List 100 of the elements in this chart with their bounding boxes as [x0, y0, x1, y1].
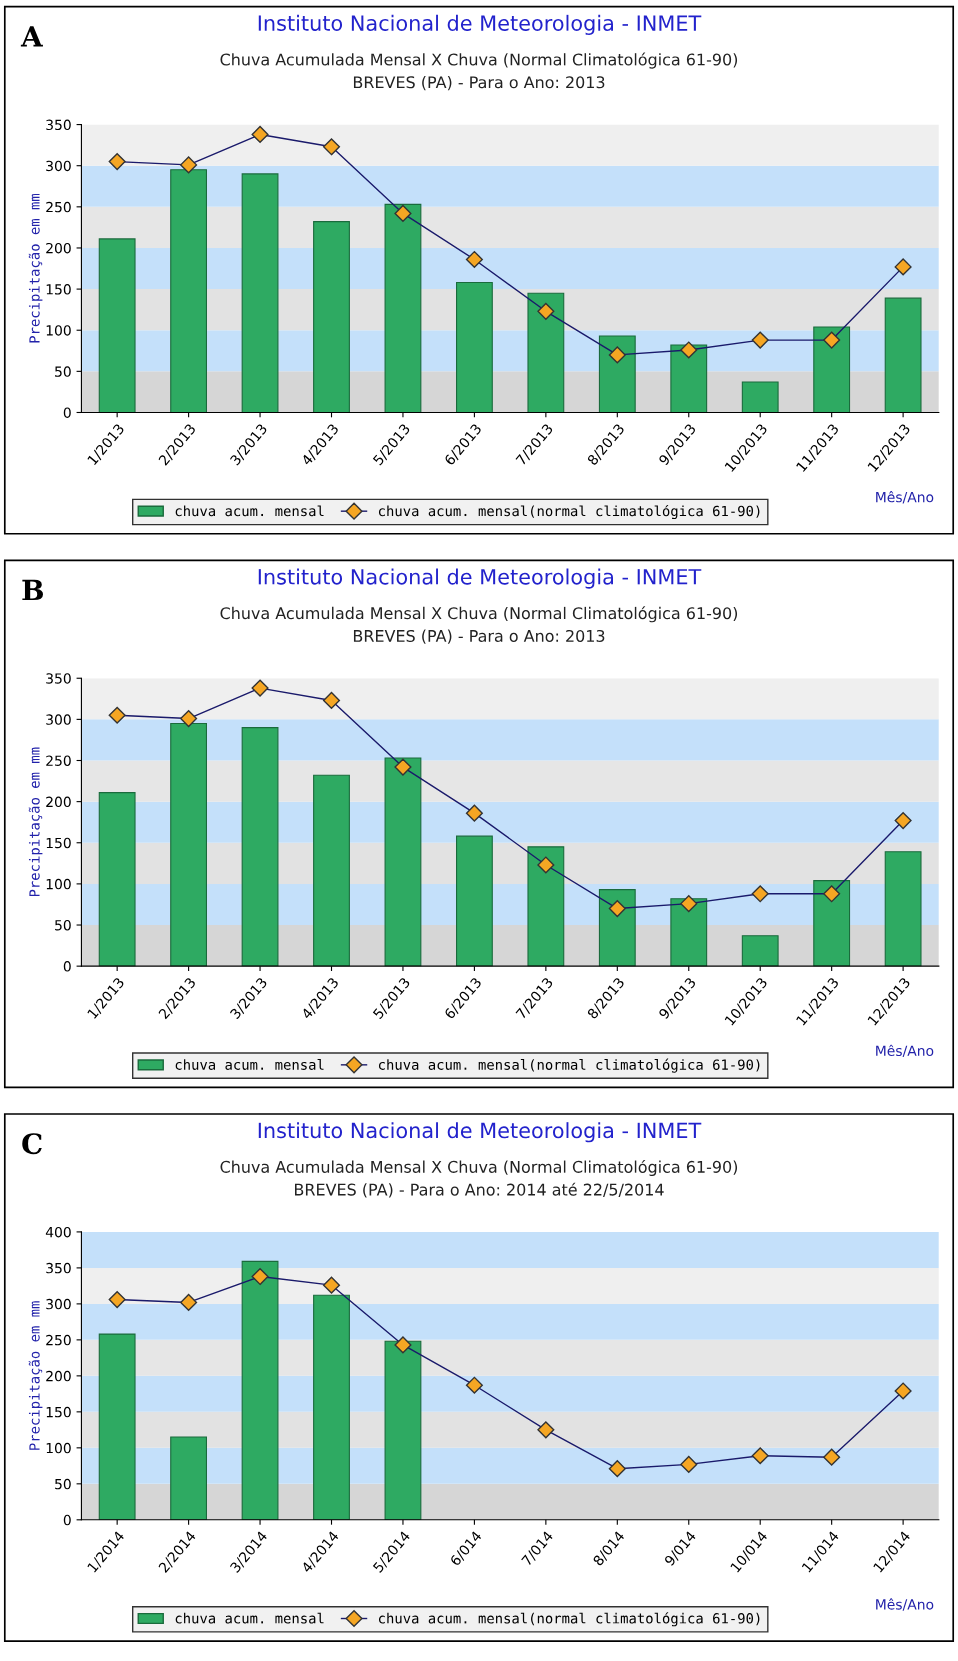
point [108, 153, 126, 171]
point [537, 302, 555, 320]
bar [170, 722, 208, 967]
point [608, 1460, 626, 1478]
point [751, 885, 769, 903]
y-axis-title: Precipitação em mm [28, 747, 43, 897]
bar [527, 846, 565, 967]
legend-label: chuva acum. mensal(normal climatológica 61-90) [378, 1612, 760, 1627]
chart-title: Instituto Nacional de Meteorologia - INMET [258, 568, 702, 589]
y-tick-label: 350 [46, 119, 71, 131]
legend-label: chuva acum. mensal [175, 1612, 324, 1624]
bar [455, 281, 493, 413]
point [465, 1376, 483, 1394]
legend-label: chuva acum. mensal(normal climatológica 61-90) [378, 504, 760, 520]
bar [98, 792, 136, 967]
point [680, 1455, 698, 1473]
point [180, 156, 198, 174]
bar [884, 851, 922, 967]
point [537, 1421, 555, 1439]
point [823, 1448, 841, 1466]
bar [884, 297, 922, 413]
bar [670, 898, 708, 967]
chart-subtitle: Chuva Acumulada Mensal X Chuva (Normal Climatológica 61-90) BREVES (PA) - Para o Ano: 2013 [220, 606, 738, 644]
chart-title: Instituto Nacional de Meteorologia - INMET [258, 1122, 702, 1143]
bar [98, 238, 136, 413]
point [751, 331, 769, 349]
point [180, 1293, 198, 1311]
point [394, 1336, 412, 1354]
bar [741, 935, 779, 967]
y-tick-label: 200 [46, 796, 71, 808]
text: C [22, 1133, 42, 1155]
y-tick-label: 250 [46, 1334, 71, 1346]
legend-label: chuva acum. mensal [175, 505, 324, 517]
point [465, 804, 483, 822]
y-tick-label: 300 [46, 1298, 71, 1310]
point [823, 885, 841, 903]
point [894, 811, 912, 830]
point [108, 706, 126, 724]
bar [813, 326, 851, 413]
x-axis-title: Mês/Ano [876, 491, 934, 504]
point [465, 250, 483, 269]
bar [384, 1340, 422, 1520]
point [608, 346, 626, 364]
y-tick-label: 150 [46, 284, 71, 295]
chart-subtitle: Chuva Acumulada Mensal X Chuva (Normal Climatológica 61-90) BREVES (PA) - Para o Ano: 2014 até 22/5/2014 [220, 1159, 738, 1198]
y-tick-label: 0 [63, 961, 71, 972]
y-tick-label: 100 [46, 325, 71, 336]
y-tick-label: 300 [46, 160, 71, 172]
bar [384, 757, 422, 967]
y-tick-label: 100 [46, 878, 71, 890]
y-tick-label: 50 [55, 366, 71, 377]
point [394, 758, 412, 776]
y-tick-label: 150 [46, 1406, 71, 1418]
y-tick-label: 100 [46, 1442, 71, 1454]
bar [313, 774, 350, 967]
point [322, 691, 341, 710]
bar [313, 221, 350, 413]
bar [170, 169, 208, 413]
bar [313, 1294, 350, 1520]
bar [598, 335, 636, 413]
bar [670, 344, 708, 413]
y-tick-label: 300 [46, 714, 71, 725]
bar [170, 1436, 208, 1520]
text: B [22, 579, 44, 601]
bar [98, 1333, 136, 1520]
bar [241, 727, 279, 967]
bar [241, 1260, 279, 1520]
bar [241, 173, 279, 413]
point [537, 856, 555, 874]
bar [598, 889, 636, 967]
y-axis-title: Precipitação em mm [28, 1301, 43, 1450]
point [894, 1382, 912, 1400]
y-tick-label: 200 [46, 242, 71, 254]
point [180, 709, 198, 728]
point [251, 679, 269, 697]
y-tick-label: 350 [46, 1262, 71, 1274]
point [751, 1447, 769, 1465]
point [608, 900, 626, 918]
y-tick-label: 0 [63, 407, 71, 418]
y-tick-label: 250 [46, 201, 71, 213]
legend-label: chuva acum. mensal [175, 1059, 324, 1070]
text: A [20, 26, 43, 47]
point [680, 895, 698, 913]
point [322, 1276, 341, 1294]
point [251, 125, 269, 143]
y-tick-label: 350 [46, 673, 71, 684]
y-tick-label: 50 [55, 1478, 71, 1490]
point [251, 1267, 269, 1286]
y-tick-label: 200 [46, 1370, 71, 1382]
y-tick-label: 400 [45, 1226, 71, 1238]
y-tick-label: 150 [46, 837, 71, 849]
point [108, 1291, 126, 1309]
point [894, 258, 912, 276]
bar [813, 880, 851, 967]
bar [384, 203, 422, 413]
point [680, 341, 698, 359]
bar [455, 835, 493, 967]
point [394, 204, 412, 222]
y-axis-title: Precipitação em mm [28, 193, 43, 343]
bar [527, 292, 565, 413]
